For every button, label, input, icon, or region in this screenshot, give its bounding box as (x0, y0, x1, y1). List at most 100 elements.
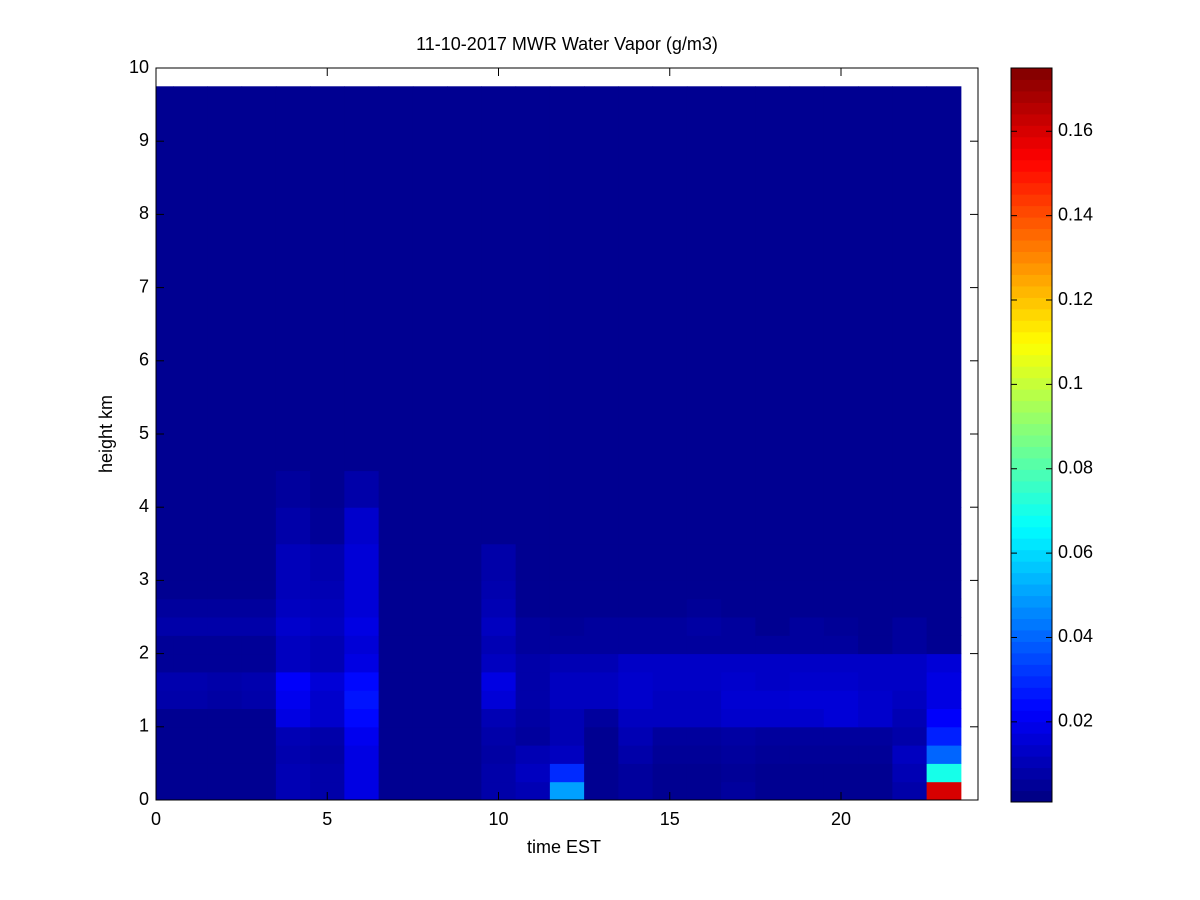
cell (344, 708, 380, 728)
cell (618, 598, 654, 618)
cell (173, 726, 208, 746)
cell (275, 745, 311, 764)
cell (823, 617, 859, 636)
cell (515, 507, 551, 545)
cell (412, 690, 448, 709)
cell (858, 543, 893, 581)
colorbar-swatch (1011, 297, 1052, 310)
cell (412, 653, 448, 673)
cell (156, 543, 174, 581)
cell (275, 653, 311, 673)
cell (378, 86, 414, 472)
cell (652, 617, 688, 636)
cell (412, 726, 448, 746)
colorbar-swatch (1011, 68, 1052, 80)
cell (447, 580, 482, 600)
cell (789, 671, 825, 691)
cell (549, 745, 585, 764)
colorbar-swatch (1011, 90, 1052, 103)
cell (755, 86, 791, 472)
colorbar-tick-label: 0.08 (1058, 457, 1093, 477)
y-tick-label: 4 (139, 496, 149, 516)
colorbar-swatch (1011, 767, 1052, 780)
cell (926, 86, 962, 472)
cell (241, 653, 277, 673)
cell (926, 598, 962, 618)
cell (275, 598, 311, 618)
cell (823, 507, 859, 545)
colorbar-swatch (1011, 595, 1052, 608)
cell (156, 635, 174, 655)
colorbar-swatch (1011, 457, 1052, 470)
cell (344, 671, 380, 691)
cell (721, 708, 756, 728)
cell (378, 507, 414, 545)
cell (926, 763, 962, 783)
cell (892, 617, 928, 636)
cell (173, 470, 208, 508)
cell (515, 653, 551, 673)
cell (481, 745, 517, 764)
colorbar-tick-label: 0.16 (1058, 120, 1093, 140)
cell (652, 543, 688, 581)
colorbar-swatch (1011, 503, 1052, 516)
cell (412, 781, 448, 800)
cell (584, 781, 619, 800)
cell (481, 86, 517, 472)
cell (652, 653, 688, 673)
colorbar-swatch (1011, 710, 1052, 723)
cell (686, 653, 722, 673)
cell (823, 690, 859, 709)
y-tick-label: 1 (139, 716, 149, 736)
cell (515, 708, 551, 728)
colorbar-frame (1010, 67, 1053, 803)
cell (275, 671, 311, 691)
cell (858, 635, 893, 655)
cell (686, 507, 722, 545)
cell (241, 543, 277, 581)
cell (618, 86, 654, 472)
cell (755, 580, 791, 600)
colorbar-swatch (1011, 274, 1052, 287)
cell (755, 653, 791, 673)
cell (618, 690, 654, 709)
cell (515, 745, 551, 764)
cell (447, 745, 482, 764)
cell (823, 708, 859, 728)
cell (481, 671, 517, 691)
cell (652, 708, 688, 728)
cell (156, 470, 174, 508)
colorbar-swatch (1011, 779, 1052, 792)
colorbar-swatch (1011, 469, 1052, 482)
cell (549, 635, 585, 655)
cell (789, 470, 825, 508)
cell (515, 726, 551, 746)
cell (412, 708, 448, 728)
cell (378, 726, 414, 746)
colorbar-tick-label: 0.06 (1058, 542, 1093, 562)
colorbar-swatch (1011, 182, 1052, 195)
colorbar-swatch (1011, 377, 1052, 390)
cell (789, 708, 825, 728)
cell (378, 763, 414, 783)
colorbar-tick-label: 0.02 (1058, 711, 1093, 731)
cell (156, 745, 174, 764)
y-tick-label: 0 (139, 789, 149, 809)
cell (926, 470, 962, 508)
cell (618, 543, 654, 581)
colorbar-swatch (1011, 561, 1052, 574)
cell (173, 690, 208, 709)
y-tick-label: 7 (139, 276, 149, 296)
cell (789, 781, 825, 800)
cell (447, 763, 482, 783)
cell (378, 580, 414, 600)
cell (652, 745, 688, 764)
x-tick-label: 15 (660, 809, 680, 829)
cell (892, 580, 928, 600)
cell (447, 708, 482, 728)
cell (447, 781, 482, 800)
cell (207, 507, 243, 545)
cell (755, 507, 791, 545)
colorbar-swatch (1011, 515, 1052, 528)
cell (892, 745, 928, 764)
